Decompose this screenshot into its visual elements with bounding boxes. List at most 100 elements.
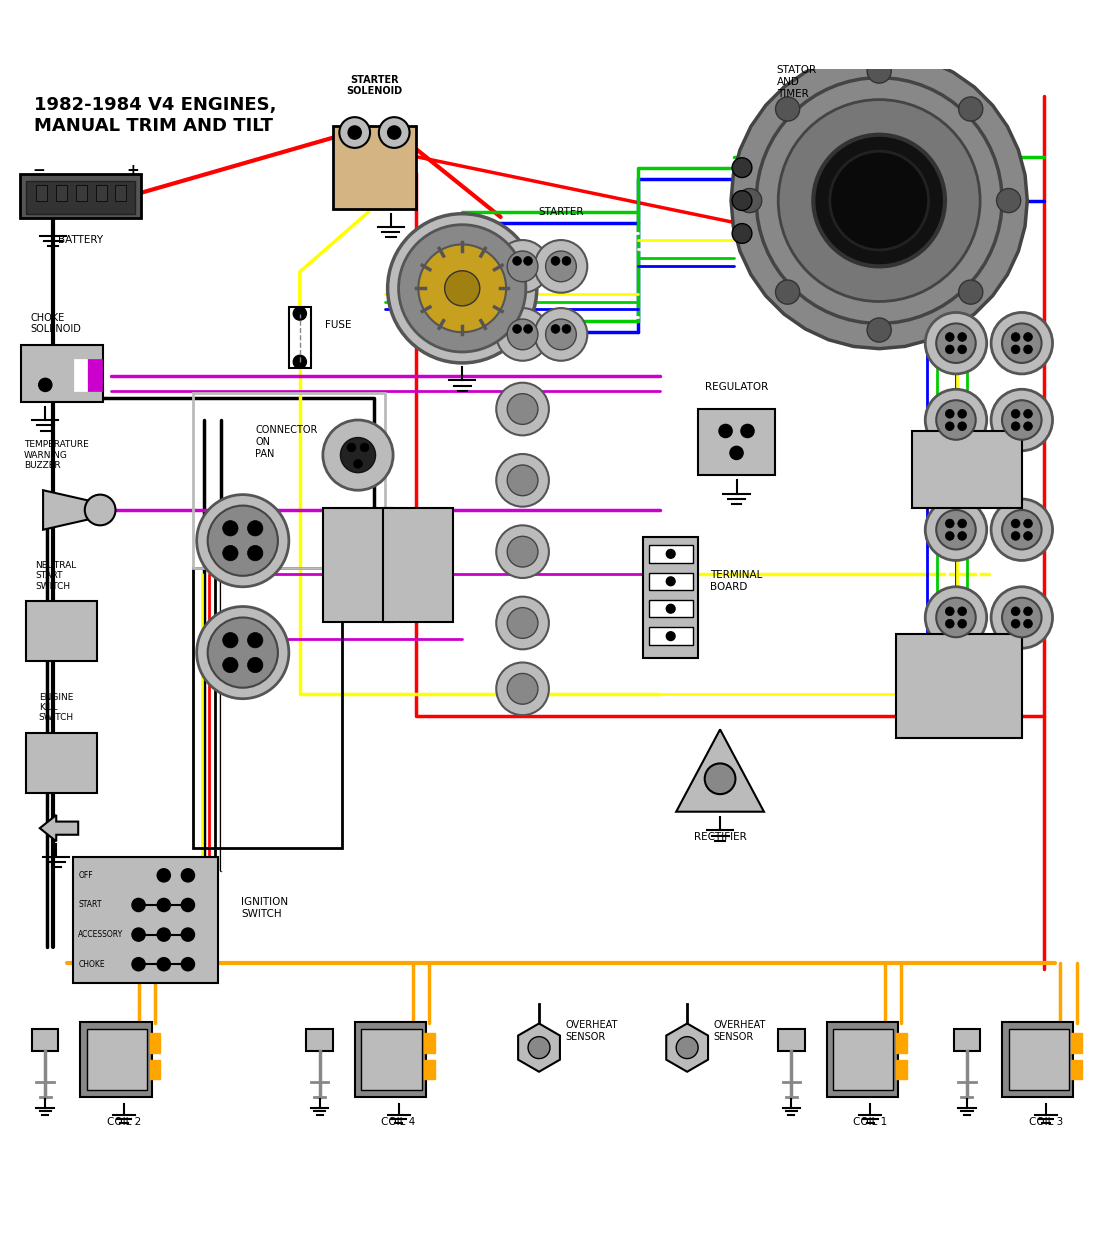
Bar bbox=[25, 732, 97, 793]
Bar bbox=[833, 1029, 893, 1091]
Circle shape bbox=[248, 632, 263, 648]
Bar bbox=[36, 185, 47, 200]
Bar bbox=[96, 185, 107, 200]
Text: COIL 1: COIL 1 bbox=[854, 1118, 888, 1128]
Bar bbox=[698, 409, 774, 475]
Text: STATOR
AND
TIMER: STATOR AND TIMER bbox=[777, 65, 817, 99]
Circle shape bbox=[719, 425, 733, 437]
Circle shape bbox=[157, 957, 170, 971]
Circle shape bbox=[39, 378, 52, 391]
Circle shape bbox=[958, 96, 982, 121]
Bar bbox=[354, 1023, 426, 1097]
Circle shape bbox=[1024, 345, 1033, 353]
Bar bbox=[826, 1023, 898, 1097]
Text: −: − bbox=[32, 163, 45, 178]
Circle shape bbox=[222, 546, 238, 561]
Circle shape bbox=[778, 100, 980, 301]
Bar bbox=[116, 185, 127, 200]
Bar bbox=[150, 1034, 161, 1053]
Bar bbox=[32, 1029, 58, 1051]
Circle shape bbox=[991, 587, 1053, 648]
Circle shape bbox=[867, 317, 891, 342]
Circle shape bbox=[945, 619, 954, 629]
Bar bbox=[80, 1023, 152, 1097]
Circle shape bbox=[958, 619, 967, 629]
Circle shape bbox=[524, 325, 532, 333]
Bar bbox=[20, 174, 141, 219]
Circle shape bbox=[997, 189, 1021, 212]
Bar bbox=[424, 1034, 434, 1053]
Bar bbox=[56, 185, 67, 200]
Circle shape bbox=[546, 251, 576, 282]
Circle shape bbox=[1024, 519, 1033, 527]
Bar bbox=[778, 1029, 804, 1051]
Circle shape bbox=[1002, 598, 1042, 637]
Circle shape bbox=[418, 245, 506, 332]
Text: STARTER
SOLENOID: STARTER SOLENOID bbox=[346, 75, 403, 96]
Circle shape bbox=[294, 356, 307, 368]
Circle shape bbox=[1011, 606, 1020, 616]
Bar bbox=[73, 857, 218, 983]
Text: OFF: OFF bbox=[78, 871, 92, 879]
Circle shape bbox=[132, 898, 145, 911]
Circle shape bbox=[867, 59, 891, 83]
Polygon shape bbox=[732, 52, 1027, 348]
Circle shape bbox=[813, 135, 945, 267]
Circle shape bbox=[496, 525, 549, 578]
Circle shape bbox=[157, 898, 170, 911]
Bar bbox=[1002, 1023, 1074, 1097]
Circle shape bbox=[1024, 531, 1033, 541]
Circle shape bbox=[1024, 410, 1033, 419]
Text: REGULATOR: REGULATOR bbox=[705, 382, 768, 391]
Circle shape bbox=[1011, 332, 1020, 341]
Circle shape bbox=[958, 332, 967, 341]
Circle shape bbox=[667, 632, 675, 641]
Circle shape bbox=[925, 389, 987, 451]
Circle shape bbox=[496, 597, 549, 650]
Circle shape bbox=[1002, 510, 1042, 550]
Text: BATTERY: BATTERY bbox=[58, 235, 103, 245]
Text: TERMINAL
BOARD: TERMINAL BOARD bbox=[711, 571, 762, 592]
Text: NEUTRAL
START
SWITCH: NEUTRAL START SWITCH bbox=[35, 561, 77, 590]
Circle shape bbox=[776, 280, 800, 304]
Circle shape bbox=[958, 531, 967, 541]
Circle shape bbox=[340, 437, 375, 473]
Circle shape bbox=[945, 332, 954, 341]
Circle shape bbox=[360, 443, 368, 452]
Circle shape bbox=[507, 608, 538, 638]
Circle shape bbox=[496, 240, 549, 293]
Circle shape bbox=[958, 422, 967, 431]
Circle shape bbox=[323, 420, 393, 490]
Bar bbox=[25, 601, 97, 662]
Bar bbox=[333, 126, 416, 210]
Circle shape bbox=[1024, 619, 1033, 629]
Circle shape bbox=[958, 280, 982, 304]
Circle shape bbox=[1011, 619, 1020, 629]
Circle shape bbox=[513, 325, 521, 333]
Circle shape bbox=[132, 927, 145, 941]
Circle shape bbox=[733, 158, 752, 178]
Circle shape bbox=[730, 446, 744, 459]
Circle shape bbox=[925, 587, 987, 648]
Circle shape bbox=[182, 957, 195, 971]
Bar bbox=[649, 627, 693, 645]
Circle shape bbox=[958, 519, 967, 527]
Circle shape bbox=[496, 454, 549, 506]
Circle shape bbox=[378, 117, 409, 148]
Circle shape bbox=[958, 410, 967, 419]
Circle shape bbox=[829, 151, 928, 249]
Text: START: START bbox=[78, 900, 101, 909]
Bar bbox=[150, 1060, 161, 1079]
Text: FUSE: FUSE bbox=[324, 320, 352, 330]
Bar bbox=[307, 1029, 333, 1051]
Text: COIL 3: COIL 3 bbox=[1028, 1118, 1063, 1128]
Circle shape bbox=[667, 577, 675, 585]
Circle shape bbox=[248, 521, 263, 536]
Circle shape bbox=[1024, 332, 1033, 341]
Circle shape bbox=[496, 662, 549, 715]
Circle shape bbox=[197, 606, 289, 699]
Circle shape bbox=[945, 606, 954, 616]
Circle shape bbox=[1011, 345, 1020, 353]
Circle shape bbox=[157, 868, 170, 882]
Circle shape bbox=[222, 632, 238, 648]
